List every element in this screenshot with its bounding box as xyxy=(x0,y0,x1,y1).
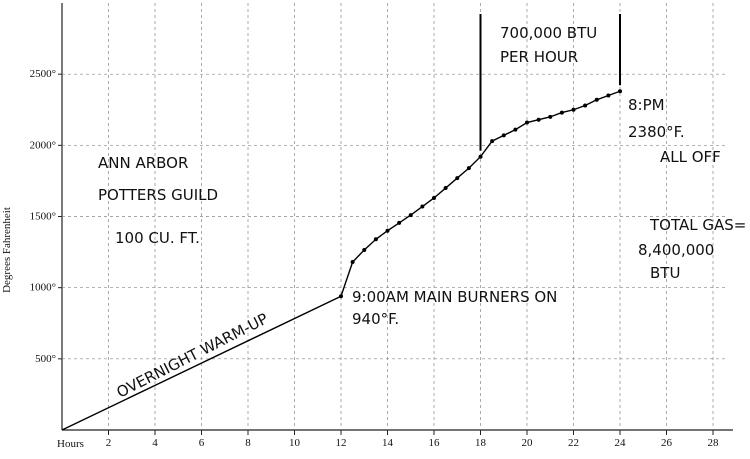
point xyxy=(525,120,529,125)
point xyxy=(559,110,564,115)
point xyxy=(455,176,460,181)
point xyxy=(583,103,588,108)
annotation: ANN ARBOR xyxy=(98,154,188,172)
annotation: POTTERS GUILD xyxy=(98,186,218,204)
point xyxy=(501,133,506,138)
point xyxy=(339,294,343,299)
x-tick-label: 24 xyxy=(615,437,627,449)
point xyxy=(397,220,402,225)
y-tick-label: 1500° xyxy=(30,211,56,223)
x-tick-label: 2 xyxy=(106,437,112,449)
point xyxy=(548,114,553,119)
annotation: 8:PM xyxy=(628,96,665,114)
annotation: 8,400,000 xyxy=(638,241,714,259)
x-tick-label: 22 xyxy=(568,437,579,449)
annotation: ALL OFF xyxy=(660,148,721,166)
x-tick-label: 12 xyxy=(336,437,347,449)
point xyxy=(350,260,355,265)
point xyxy=(408,213,413,218)
x-tick-label: 26 xyxy=(661,437,673,449)
point xyxy=(373,237,378,242)
annotation: BTU xyxy=(650,264,680,282)
annotation: 700,000 BTU xyxy=(500,24,597,42)
x-axis-label: Hours xyxy=(57,438,84,450)
x-tick-label: 18 xyxy=(475,437,487,449)
point xyxy=(618,89,622,94)
point xyxy=(443,186,448,191)
point xyxy=(362,247,367,252)
x-tick-label: 6 xyxy=(199,437,205,449)
y-tick-label: 1000° xyxy=(30,282,56,294)
x-tick-label: 20 xyxy=(522,437,534,449)
annotation: 100 CU. FT. xyxy=(115,229,200,247)
point xyxy=(594,97,599,102)
y-tick-label: 500° xyxy=(35,353,56,365)
point xyxy=(571,107,576,112)
y-tick-label: 2000° xyxy=(30,139,56,151)
annotation: 940°F. xyxy=(352,310,399,328)
x-tick-label: 4 xyxy=(152,437,158,449)
point xyxy=(432,195,436,200)
annotation: 9:00AM MAIN BURNERS ON xyxy=(352,288,557,306)
y-tick-label: 2500° xyxy=(30,68,56,80)
x-tick-label: 8 xyxy=(245,437,251,449)
x-tick-label: 16 xyxy=(429,437,441,449)
point xyxy=(385,228,390,233)
point xyxy=(536,117,541,122)
x-tick-label: 28 xyxy=(708,437,720,449)
x-tick-label: 10 xyxy=(289,437,301,449)
point xyxy=(478,154,483,159)
point xyxy=(420,204,425,209)
point xyxy=(513,127,518,132)
point xyxy=(466,166,471,171)
annotation: 2380°F. xyxy=(628,123,685,141)
annotation: TOTAL GAS= xyxy=(649,216,746,234)
annotation: PER HOUR xyxy=(500,48,578,66)
point xyxy=(606,93,611,98)
y-axis-label: Degrees Fahrenheit xyxy=(1,207,13,293)
point xyxy=(490,139,495,144)
x-tick-label: 14 xyxy=(382,437,394,449)
